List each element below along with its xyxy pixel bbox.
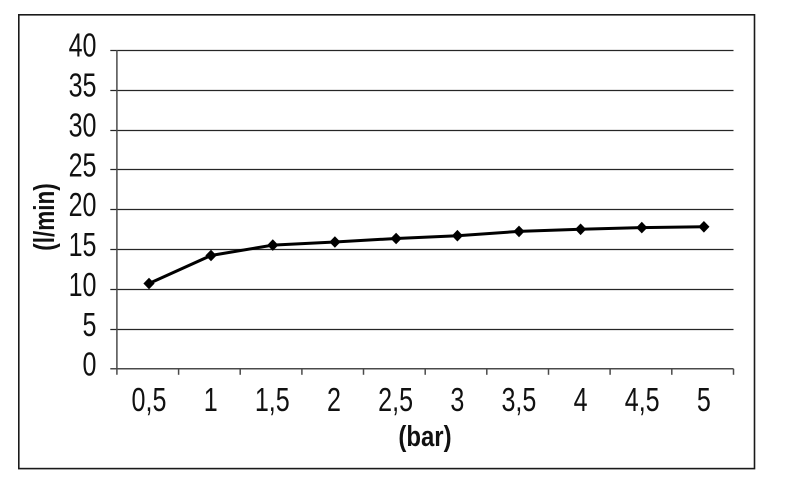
svg-text:20: 20 bbox=[69, 187, 97, 224]
svg-text:1: 1 bbox=[204, 382, 218, 419]
svg-text:5: 5 bbox=[697, 382, 711, 419]
svg-text:40: 40 bbox=[69, 27, 97, 64]
svg-text:0: 0 bbox=[83, 346, 97, 383]
svg-text:1,5: 1,5 bbox=[255, 382, 290, 419]
svg-text:0,5: 0,5 bbox=[132, 382, 167, 419]
svg-text:15: 15 bbox=[69, 227, 97, 264]
svg-text:(l/min): (l/min) bbox=[29, 183, 60, 251]
svg-text:3: 3 bbox=[450, 382, 464, 419]
svg-text:2: 2 bbox=[327, 382, 341, 419]
svg-text:3,5: 3,5 bbox=[501, 382, 536, 419]
svg-text:25: 25 bbox=[69, 147, 97, 184]
svg-text:5: 5 bbox=[83, 307, 97, 344]
svg-text:4: 4 bbox=[574, 382, 588, 419]
svg-text:4,5: 4,5 bbox=[625, 382, 660, 419]
svg-text:30: 30 bbox=[69, 107, 97, 144]
svg-text:35: 35 bbox=[69, 67, 97, 104]
svg-text:(bar): (bar) bbox=[398, 420, 451, 452]
svg-text:2,5: 2,5 bbox=[378, 382, 413, 419]
svg-text:10: 10 bbox=[69, 267, 97, 304]
